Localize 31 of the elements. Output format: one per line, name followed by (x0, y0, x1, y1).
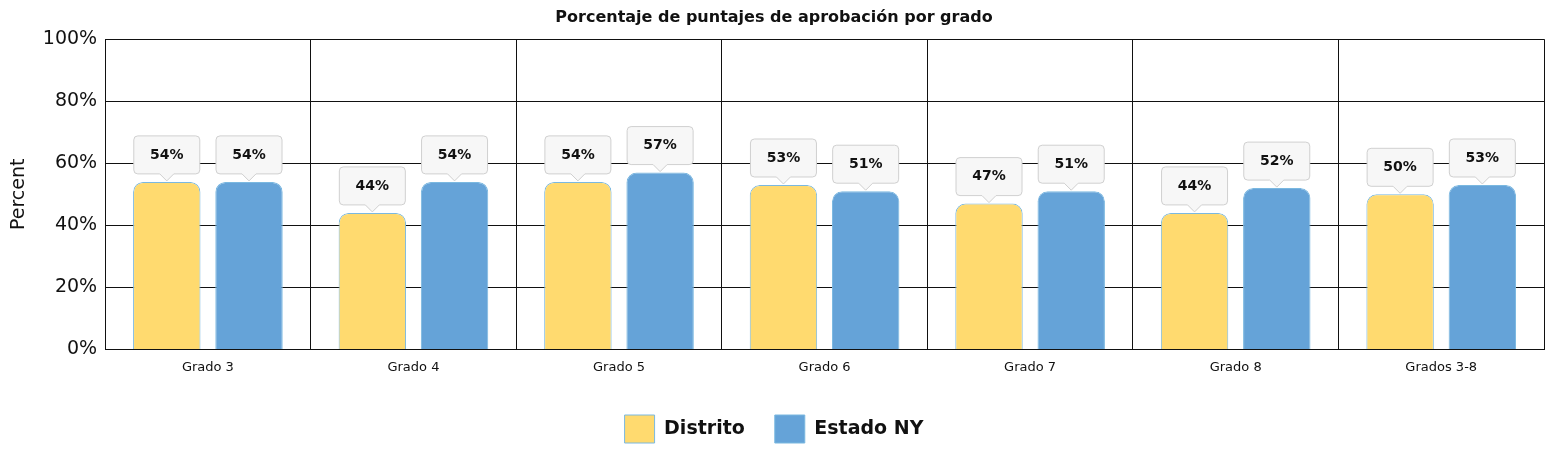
data-label: 53% (1465, 148, 1500, 165)
data-label: 54% (232, 145, 266, 162)
legend-label: Estado NY (814, 415, 924, 438)
data-label: 51% (1054, 154, 1088, 171)
data-label: 54% (561, 145, 595, 162)
data-label: 57% (643, 136, 677, 153)
data-label: 54% (150, 145, 184, 162)
legend-label: Distrito (664, 415, 745, 438)
y-tick-label: 60% (54, 150, 98, 173)
data-label: 44% (1177, 176, 1212, 193)
y-tick-label: 80% (54, 88, 98, 111)
y-axis-title: Percent (6, 158, 29, 231)
x-tick-label: Grado 3 (181, 358, 234, 374)
y-tick-label: 100% (42, 26, 98, 49)
x-tick-label: Grado 4 (387, 358, 440, 374)
y-tick-label: 20% (54, 274, 98, 297)
data-label: 51% (848, 154, 883, 171)
y-tick-label: 0% (66, 336, 98, 359)
data-label: 50% (1383, 157, 1417, 174)
x-tick-label: Grado 6 (798, 358, 851, 374)
data-label: 44% (355, 176, 390, 193)
x-tick-label: Grado 7 (1004, 358, 1057, 374)
x-tick-label: Grado 5 (593, 358, 645, 374)
chart-title: Porcentaje de puntajes de aprobación por grado (555, 6, 993, 26)
data-label: 47% (972, 167, 1006, 184)
data-label: 53% (766, 148, 801, 165)
x-tick-label: Grado 8 (1209, 358, 1262, 374)
data-label: 54% (437, 145, 472, 162)
data-label: 52% (1260, 151, 1294, 168)
x-tick-label: Grados 3-8 (1405, 358, 1478, 374)
y-tick-label: 40% (54, 212, 98, 235)
